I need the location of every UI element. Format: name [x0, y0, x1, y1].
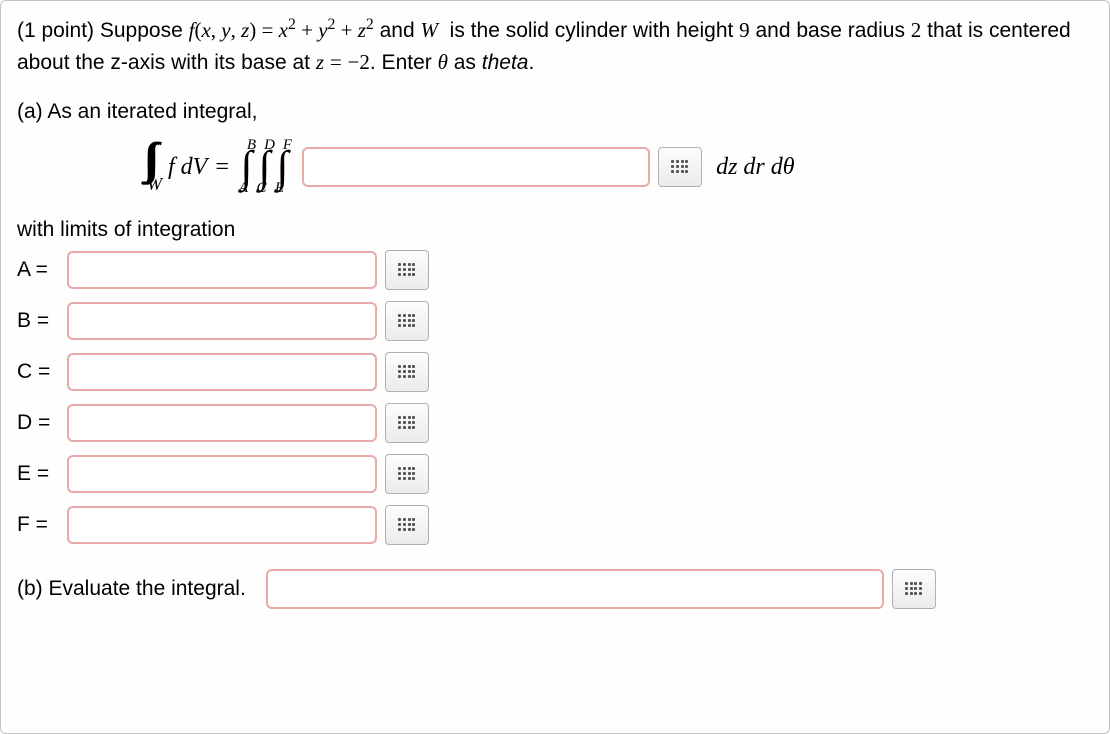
- theta-note: theta: [482, 51, 529, 74]
- differentials: dz dr dθ: [716, 154, 794, 181]
- triple-integral-symbol: ∫∫∫ W: [147, 139, 162, 196]
- keypad-icon: [398, 518, 416, 532]
- evaluate-input[interactable]: [266, 569, 884, 609]
- keypad-button-limit[interactable]: [385, 454, 429, 494]
- height-value: 9: [739, 18, 750, 42]
- limit-row: F =: [17, 505, 1093, 545]
- equals-sign: =: [215, 154, 229, 181]
- keypad-button-limit[interactable]: [385, 403, 429, 443]
- integral-3: F ∫ E: [273, 137, 292, 196]
- limit-input-d[interactable]: [67, 404, 377, 442]
- limit-row: A =: [17, 250, 1093, 290]
- limits-area: A = B = C = D = E = F =: [17, 250, 1093, 545]
- part-a-label: (a) As an iterated integral,: [17, 100, 1093, 124]
- integral-equation-row: ∫∫∫ W f dV = B ∫ A D ∫ C F ∫ E dz dr dθ: [147, 128, 1093, 206]
- keypad-icon: [398, 365, 416, 379]
- limit-input-e[interactable]: [67, 455, 377, 493]
- keypad-icon: [398, 263, 416, 277]
- limit-input-a[interactable]: [67, 251, 377, 289]
- limit-label: F =: [17, 513, 67, 537]
- limit-input-c[interactable]: [67, 353, 377, 391]
- limit-row: D =: [17, 403, 1093, 443]
- keypad-icon: [671, 160, 689, 174]
- part-b-label: (b) Evaluate the integral.: [17, 577, 246, 601]
- keypad-button-limit[interactable]: [385, 250, 429, 290]
- keypad-icon: [905, 582, 923, 596]
- points-prefix: (1 point) Suppose: [17, 19, 189, 42]
- part-b-row: (b) Evaluate the integral.: [17, 569, 1093, 609]
- keypad-button-limit[interactable]: [385, 301, 429, 341]
- problem-statement: (1 point) Suppose f(x, y, z) = x2 + y2 +…: [17, 15, 1093, 78]
- limit-row: B =: [17, 301, 1093, 341]
- limit-label: E =: [17, 462, 67, 486]
- limit-label: C =: [17, 360, 67, 384]
- keypad-button-limit[interactable]: [385, 352, 429, 392]
- keypad-button-limit[interactable]: [385, 505, 429, 545]
- problem-container: (1 point) Suppose f(x, y, z) = x2 + y2 +…: [0, 0, 1110, 734]
- limit-label: B =: [17, 309, 67, 333]
- integrand-input[interactable]: [302, 147, 650, 187]
- limit-input-f[interactable]: [67, 506, 377, 544]
- integrand: f dV: [168, 154, 207, 181]
- limit-label: D =: [17, 411, 67, 435]
- base-z-value: −2: [348, 50, 370, 74]
- keypad-icon: [398, 467, 416, 481]
- limits-intro: with limits of integration: [17, 218, 1093, 242]
- keypad-button-evaluate[interactable]: [892, 569, 936, 609]
- integral-2: D ∫ C: [254, 137, 275, 196]
- keypad-button-integrand[interactable]: [658, 147, 702, 187]
- limit-row: E =: [17, 454, 1093, 494]
- limit-label: A =: [17, 258, 67, 282]
- keypad-icon: [398, 416, 416, 430]
- keypad-icon: [398, 314, 416, 328]
- limit-row: C =: [17, 352, 1093, 392]
- radius-value: 2: [911, 18, 922, 42]
- limit-input-b[interactable]: [67, 302, 377, 340]
